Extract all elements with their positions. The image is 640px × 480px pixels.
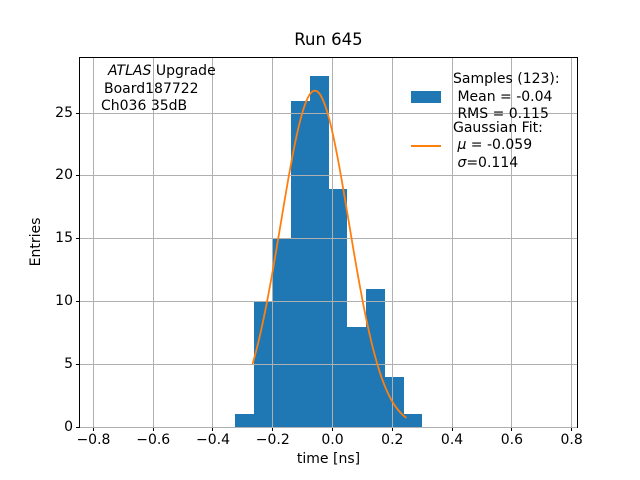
annotation-atlas: ATLAS [108,63,152,79]
x-tick-label: 0.2 [381,432,404,448]
grid-line-vertical [391,58,393,427]
legend-samples-title: Samples (123): [453,71,560,87]
x-tick-mark [272,427,274,431]
x-tick-label: −0.2 [255,432,290,448]
y-tick-mark [76,112,80,114]
x-tick-label: 0.6 [500,432,523,448]
grid-line-vertical [451,58,453,427]
y-tick-label: 0 [64,418,73,435]
legend-fit-mu-symbol: μ [453,137,467,154]
x-axis-label: time [ns] [296,451,361,467]
x-tick-mark [92,427,94,431]
histogram-bar [403,414,423,427]
annotation-line-1: ATLAS Upgrade [108,63,216,79]
gaussian-fit-curve-layer [251,89,407,419]
legend: Samples (123): Mean = -0.04 RMS = 0.115 … [411,71,560,173]
legend-entry-fit: Gaussian Fit: μ = -0.059 σ=0.114 [411,120,560,173]
chart-title: Run 645 [294,30,363,49]
x-tick-label: 0.4 [440,432,464,448]
annotation-upgrade: Upgrade [151,63,216,79]
y-tick-mark [76,363,80,365]
legend-fit-sigma-value: =0.114 [466,154,519,171]
y-tick-mark [76,426,80,428]
x-tick-label: 0.0 [321,432,344,448]
grid-line-vertical [212,58,214,427]
grid-line-horizontal [80,175,577,177]
histogram-bar [291,100,311,427]
legend-entry-samples: Samples (123): Mean = -0.04 RMS = 0.115 [411,71,560,124]
histogram-bar [310,75,329,427]
legend-fit-sigma-symbol: σ [453,154,467,171]
legend-fit-mu-value: = -0.059 [466,137,533,154]
y-tick-label: 25 [55,104,73,121]
legend-samples-rms: RMS = 0.115 [453,106,549,123]
histogram-bar [384,376,404,427]
x-tick-mark [571,427,573,431]
annotation-line-3: Ch036 35dB [101,98,188,114]
grid-line-horizontal [80,300,577,302]
gaussian-fit-curve [251,89,407,419]
x-tick-mark [332,427,334,431]
y-tick-label: 15 [55,230,73,247]
grid-line-horizontal [80,363,577,365]
y-tick-label: 20 [55,167,73,184]
grid-line-horizontal [80,238,577,240]
x-tick-mark [152,427,154,431]
grid-line-vertical [272,58,274,427]
grid-line-horizontal [80,426,577,428]
histogram-bar [347,326,367,427]
y-tick-mark [76,175,80,177]
plot-area [79,57,578,428]
fit-line-swatch-icon [411,145,441,148]
x-tick-label: 0.8 [560,432,583,448]
histogram-swatch-icon [411,91,441,104]
y-tick-mark [76,300,80,302]
grid-line-vertical [511,58,513,427]
x-tick-label: −0.8 [76,432,111,448]
histogram-bar [328,188,348,427]
x-tick-mark [391,427,393,431]
x-tick-mark [511,427,513,431]
x-tick-mark [212,427,214,431]
histogram-bar [272,238,292,427]
y-tick-mark [76,238,80,240]
x-tick-label: −0.4 [195,432,230,448]
legend-samples-mean: Mean = -0.04 [453,88,553,105]
y-tick-label: 10 [55,292,73,309]
grid-line-vertical [571,58,573,427]
x-tick-label: −0.6 [136,432,171,448]
grid-line-vertical [92,58,94,427]
legend-fit-title: Gaussian Fit: [453,119,543,136]
y-axis-label: Entries [28,217,44,267]
grid-line-vertical [152,58,154,427]
annotation-line-2: Board187722 [104,80,199,97]
histogram-bar [235,414,255,427]
grid-line-vertical [332,58,334,427]
y-tick-label: 5 [64,355,73,372]
x-tick-mark [451,427,453,431]
